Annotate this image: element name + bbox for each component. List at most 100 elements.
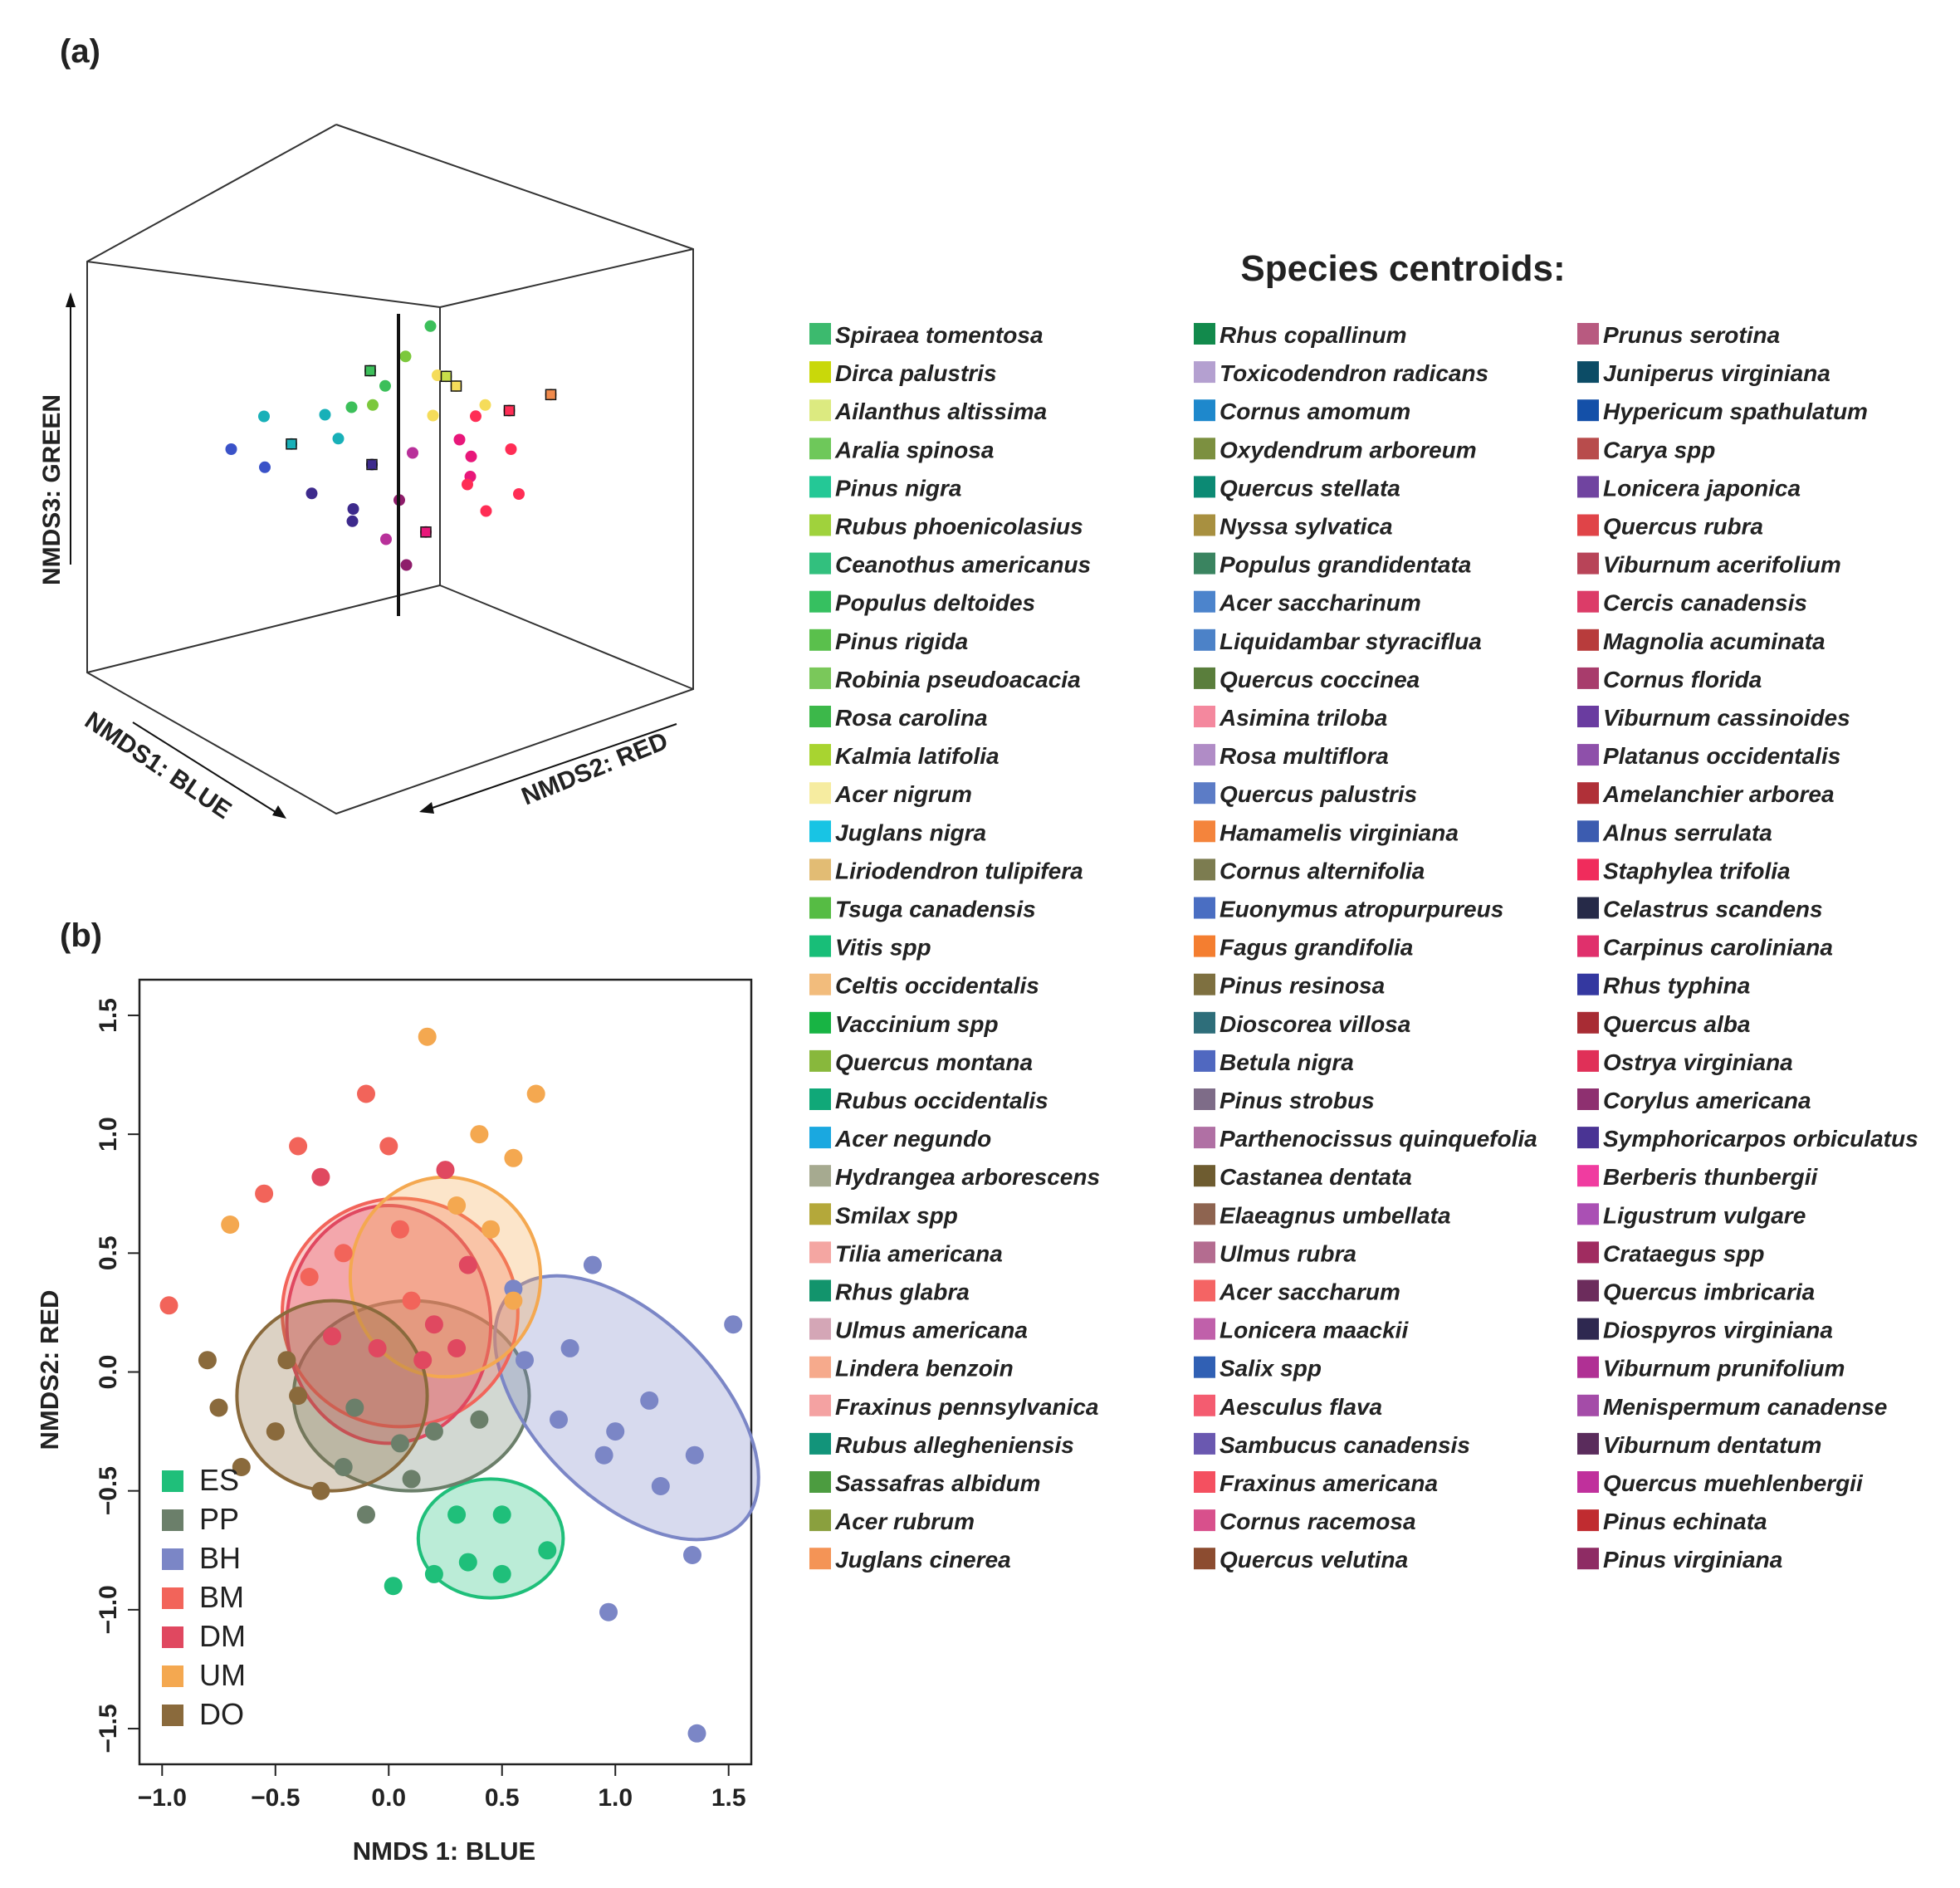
legend-label-es: ES <box>199 1463 239 1497</box>
species-label: Viburnum acerifolium <box>1603 552 1841 578</box>
species-label: Populus grandidentata <box>1220 552 1471 578</box>
x-tick-label: 1.0 <box>598 1784 633 1812</box>
species-swatch <box>1577 1471 1599 1493</box>
panel-a-point <box>503 404 516 417</box>
y-axis-arrow <box>427 723 677 810</box>
legend-swatch-pp <box>162 1509 183 1531</box>
point-bh <box>550 1410 568 1429</box>
species-label: Rosa carolina <box>835 705 988 731</box>
panel-a-point <box>258 410 270 423</box>
species-swatch <box>1194 1356 1215 1378</box>
species-label: Sambucus canadensis <box>1220 1432 1470 1458</box>
species-label: Dioscorea villosa <box>1220 1011 1410 1037</box>
species-label: Populus deltoides <box>835 590 1035 616</box>
species-label: Menispermum canadense <box>1603 1394 1887 1420</box>
species-swatch <box>1577 1509 1599 1532</box>
panel-a-point <box>366 458 378 471</box>
panel-a-point <box>259 461 271 473</box>
species-swatch <box>809 1241 831 1264</box>
species-swatch <box>809 706 831 727</box>
point-es <box>424 1564 443 1583</box>
point-pp <box>357 1505 375 1524</box>
point-pp <box>402 1470 421 1489</box>
species-label: Berberis thunbergii <box>1603 1164 1818 1190</box>
panel-a-point <box>465 450 477 462</box>
panel-a-point <box>400 559 413 571</box>
species-label: Acer saccharinum <box>1219 590 1421 616</box>
point-bh <box>594 1445 613 1465</box>
panel-a-3d-plot: NMDS3: GREEN NMDS1: BLUE NMDS2: RED <box>38 124 694 824</box>
point-pp <box>470 1410 489 1429</box>
point-bm <box>255 1184 274 1203</box>
point-dm <box>323 1327 341 1346</box>
panel-a-point <box>479 399 491 411</box>
species-label: Pinus nigra <box>835 475 961 501</box>
point-es <box>447 1505 467 1524</box>
y-axis-ticks: −1.5 −1.0 −0.5 0.0 0.5 1.0 1.5 <box>95 998 139 1753</box>
z-axis-label: NMDS3: GREEN <box>38 394 66 585</box>
species-label: Spiraea tomentosa <box>835 322 1044 348</box>
point-bm <box>300 1268 319 1286</box>
point-pp <box>424 1422 443 1441</box>
point-bh <box>560 1338 579 1357</box>
species-swatch <box>809 629 831 651</box>
panel-a-centroid-marker <box>545 389 557 401</box>
panel-a-point <box>286 438 297 450</box>
point-um <box>504 1148 523 1167</box>
panel-label-a: (a) <box>60 33 100 70</box>
point-bh <box>640 1391 659 1410</box>
species-label: Quercus montana <box>835 1049 1033 1075</box>
species-label: Quercus stellata <box>1220 475 1400 501</box>
species-label: Liriodendron tulipifera <box>835 858 1083 883</box>
species-label: Amelanchier arborea <box>1602 781 1835 807</box>
species-label: Crataegus spp <box>1603 1240 1765 1266</box>
species-swatch <box>809 438 831 460</box>
species-label: Quercus rubra <box>1603 514 1763 540</box>
species-swatch <box>809 1509 831 1532</box>
panel-a-point <box>367 399 379 411</box>
species-swatch <box>809 323 831 345</box>
species-swatch <box>1577 1279 1599 1302</box>
species-label: Vaccinium spp <box>835 1011 999 1037</box>
point-um <box>418 1027 437 1046</box>
species-swatch <box>809 858 831 881</box>
species-swatch <box>1194 323 1215 345</box>
point-bm <box>334 1244 353 1263</box>
species-label: Carya spp <box>1603 437 1715 462</box>
species-label: Carpinus caroliniana <box>1603 935 1833 961</box>
panel-a-point <box>399 350 412 363</box>
species-swatch <box>1194 1471 1215 1493</box>
point-bh <box>683 1546 701 1564</box>
species-label: Quercus palustris <box>1220 781 1417 807</box>
y-axis-arrowhead <box>419 802 434 814</box>
panel-a-point <box>480 505 492 517</box>
point-bm <box>289 1137 308 1156</box>
panel-a-centroid-marker <box>420 526 432 538</box>
species-swatch <box>1577 935 1599 957</box>
species-label: Staphylea trifolia <box>1603 858 1791 883</box>
species-swatch <box>1194 590 1215 613</box>
species-label: Asimina triloba <box>1219 705 1387 731</box>
species-label: Symphoricarpos orbiculatus <box>1603 1126 1918 1152</box>
panel-a-point <box>225 443 237 455</box>
species-label: Euonymus atropurpureus <box>1220 897 1503 922</box>
species-label: Pinus echinata <box>1603 1509 1767 1534</box>
panel-a-point <box>453 433 466 446</box>
species-label: Robinia pseudoacacia <box>835 667 1081 692</box>
species-swatch <box>1194 399 1215 422</box>
species-label: Liquidambar styraciflua <box>1220 629 1482 654</box>
panel-a-point <box>470 410 481 423</box>
x-tick-label: 0.5 <box>485 1784 520 1812</box>
point-bh <box>583 1255 602 1274</box>
species-swatch <box>1577 323 1599 345</box>
y-axis-title: NMDS2: RED <box>35 1290 64 1450</box>
species-swatch <box>1577 858 1599 881</box>
species-label: Quercus muehlenbergii <box>1603 1470 1864 1496</box>
legend-swatch-bh <box>162 1548 183 1570</box>
panel-a-point <box>513 488 525 500</box>
species-label: Rubus occidentalis <box>835 1088 1048 1113</box>
species-label: Tsuga canadensis <box>835 897 1036 922</box>
legend-swatch-do <box>162 1705 183 1726</box>
species-label: Viburnum cassinoides <box>1603 705 1850 731</box>
